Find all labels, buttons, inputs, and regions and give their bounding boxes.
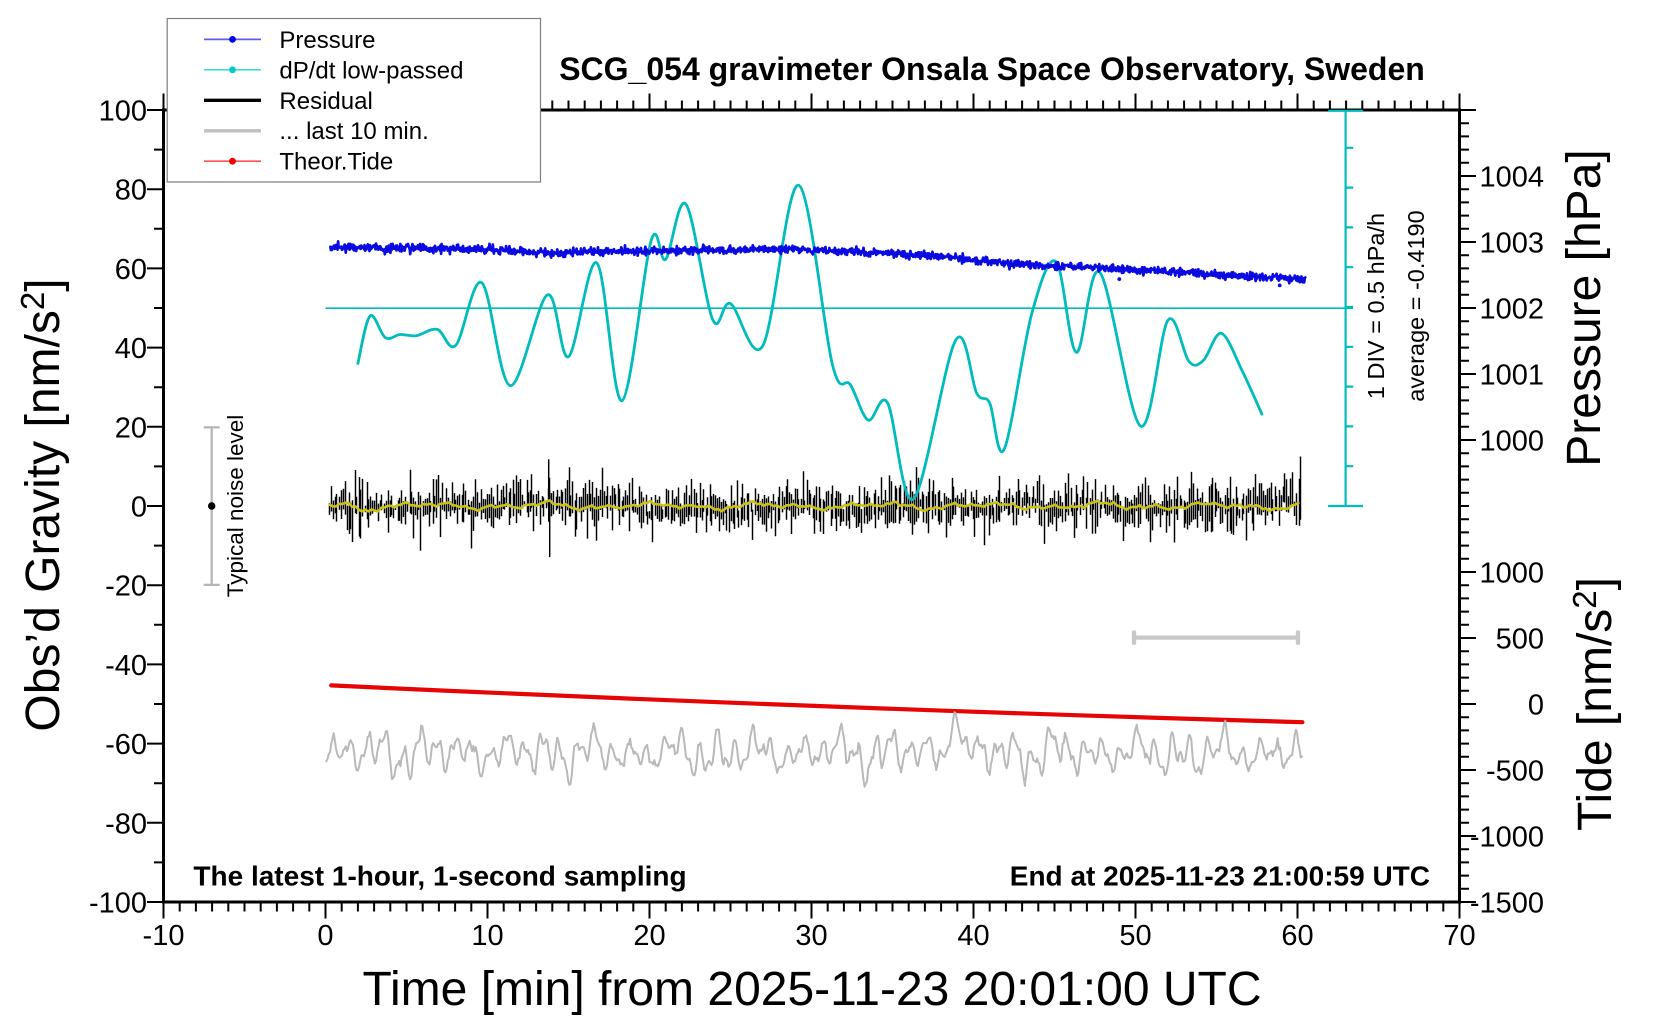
svg-text:1000: 1000: [1479, 426, 1544, 458]
svg-text:Time [min] from 2025-11-23 20:: Time [min] from 2025-11-23 20:01:00 UTC: [362, 963, 1261, 1016]
svg-text:1003: 1003: [1479, 228, 1544, 260]
svg-text:-1500: -1500: [1470, 888, 1544, 920]
svg-text:Theor.Tide: Theor.Tide: [279, 149, 393, 176]
svg-text:Obs’d Gravity [nm/s2]: Obs’d Gravity [nm/s2]: [14, 278, 70, 731]
svg-text:SCG_054 gravimeter Onsala Spac: SCG_054 gravimeter Onsala Space Observat…: [559, 51, 1425, 87]
svg-text:-10: -10: [143, 920, 185, 952]
svg-text:40: 40: [957, 920, 989, 952]
svg-text:30: 30: [795, 920, 827, 952]
svg-text:20: 20: [115, 412, 147, 444]
svg-text:-40: -40: [105, 650, 147, 682]
svg-text:Residual: Residual: [279, 88, 372, 115]
svg-text:-80: -80: [105, 808, 147, 840]
svg-text:0: 0: [1528, 690, 1544, 722]
svg-text:1 DIV = 0.5 hPa/h: 1 DIV = 0.5 hPa/h: [1363, 213, 1389, 399]
svg-text:80: 80: [115, 175, 147, 207]
svg-text:100: 100: [99, 96, 147, 128]
svg-text:20: 20: [633, 920, 665, 952]
svg-text:60: 60: [115, 254, 147, 286]
svg-text:dP/dt low-passed: dP/dt low-passed: [279, 57, 463, 84]
svg-text:-1000: -1000: [1470, 822, 1544, 854]
svg-text:70: 70: [1443, 920, 1475, 952]
svg-text:Typical noise level: Typical noise level: [223, 415, 248, 598]
svg-text:1000: 1000: [1479, 558, 1544, 590]
svg-text:-500: -500: [1486, 756, 1544, 788]
svg-text:-100: -100: [89, 888, 147, 920]
svg-text:40: 40: [115, 333, 147, 365]
svg-text:The latest 1-hour, 1-second sa: The latest 1-hour, 1-second sampling: [193, 861, 686, 892]
svg-text:10: 10: [471, 920, 503, 952]
svg-text:1002: 1002: [1479, 294, 1544, 326]
svg-text:End at 2025-11-23 21:00:59 UTC: End at 2025-11-23 21:00:59 UTC: [1010, 861, 1430, 892]
svg-text:... last 10 min.: ... last 10 min.: [279, 118, 428, 145]
svg-text:Tide [nm/s2]: Tide [nm/s2]: [1566, 577, 1622, 831]
svg-text:0: 0: [317, 920, 333, 952]
svg-text:average = -0.4190: average = -0.4190: [1403, 210, 1429, 401]
svg-text:Pressure [hPa]: Pressure [hPa]: [1558, 149, 1611, 466]
svg-text:0: 0: [131, 492, 147, 524]
svg-text:500: 500: [1496, 624, 1544, 656]
svg-text:50: 50: [1119, 920, 1151, 952]
svg-text:-60: -60: [105, 729, 147, 761]
svg-text:1004: 1004: [1479, 162, 1544, 194]
svg-text:1001: 1001: [1479, 360, 1544, 392]
svg-text:Pressure: Pressure: [279, 27, 375, 54]
svg-text:60: 60: [1281, 920, 1313, 952]
svg-text:-20: -20: [105, 571, 147, 603]
